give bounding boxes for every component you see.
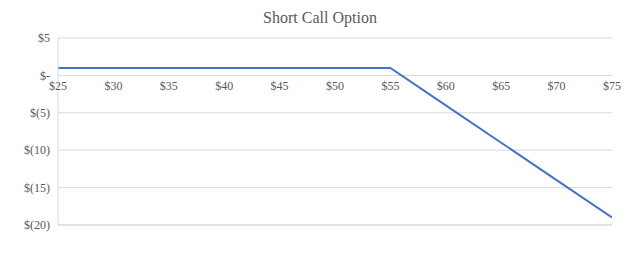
svg-text:$(5): $(5) (30, 106, 50, 120)
svg-text:$(10): $(10) (24, 143, 50, 157)
svg-text:$5: $5 (38, 31, 50, 45)
svg-text:$70: $70 (548, 79, 566, 93)
html-text:Short Call Option: Short Call Option (263, 9, 377, 26)
svg-text:$25: $25 (49, 79, 67, 93)
svg-text:$(20): $(20) (24, 218, 50, 232)
svg-text:$35: $35 (160, 79, 178, 93)
svg-text:$-: $- (40, 69, 50, 83)
svg-text:$60: $60 (437, 79, 455, 93)
svg-text:$75: $75 (603, 79, 621, 93)
svg-text:$65: $65 (492, 79, 510, 93)
svg-text:$(15): $(15) (24, 181, 50, 195)
svg-text:$30: $30 (104, 79, 122, 93)
svg-text:$50: $50 (326, 79, 344, 93)
svg-text:$55: $55 (381, 79, 399, 93)
svg-text:$40: $40 (215, 79, 233, 93)
svg-text:$45: $45 (271, 79, 289, 93)
